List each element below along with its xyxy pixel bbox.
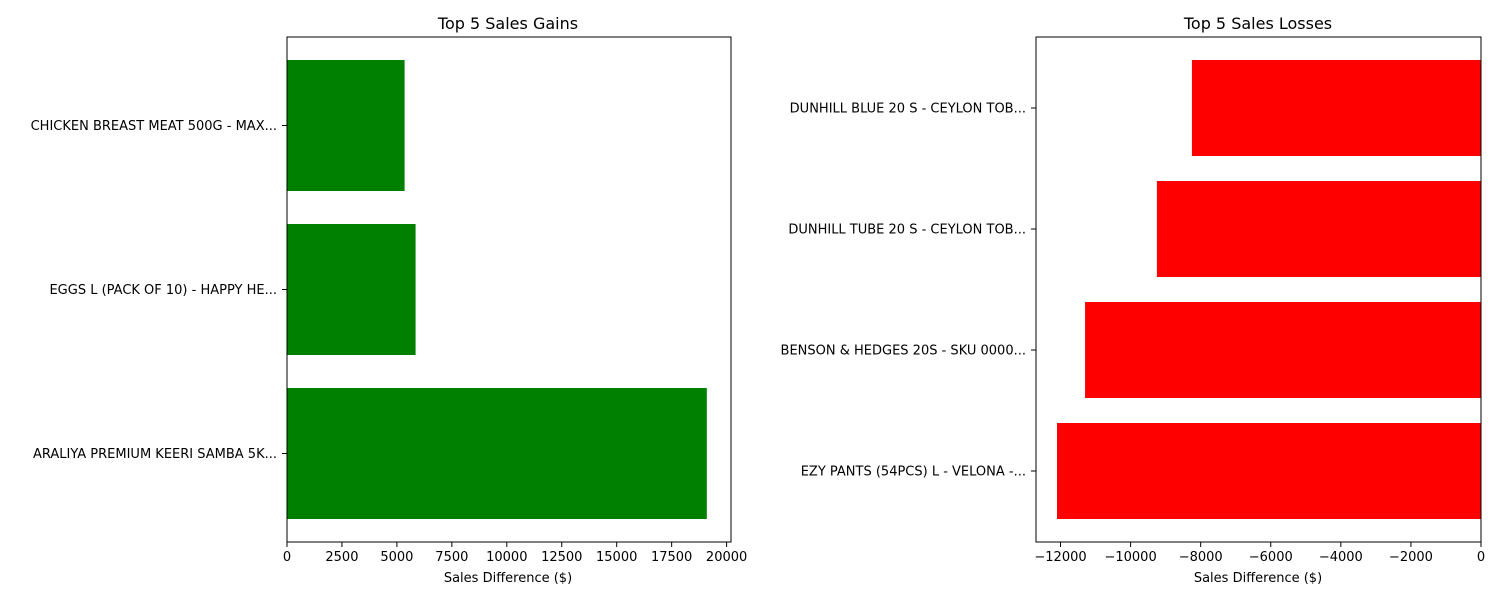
gains-x-axis-label: Sales Difference ($) [444, 571, 572, 586]
losses-x-tick-label: −10000 [1104, 550, 1156, 565]
gains-x-tick-label: 2500 [325, 550, 358, 565]
gains-x-tick-label: 5000 [380, 550, 413, 565]
losses-x-tick-label: −2000 [1389, 550, 1433, 565]
gains-category-label: EGGS L (PACK OF 10) - HAPPY HE... [49, 283, 277, 298]
gains-x-tick-label: 17500 [651, 550, 692, 565]
losses-category-label: DUNHILL TUBE 20 S - CEYLON TOB... [788, 223, 1026, 238]
gains-category-label: ARALIYA PREMIUM KEERI SAMBA 5K... [33, 447, 277, 462]
losses-x-tick-label: −12000 [1034, 550, 1086, 565]
gains-plot-frame [286, 36, 732, 543]
losses-x-tick-label: −6000 [1249, 550, 1293, 565]
gains-x-tick-label: 15000 [596, 550, 637, 565]
losses-chart-title: Top 5 Sales Losses [1183, 14, 1332, 33]
gains-x-tick-label: 7500 [435, 550, 468, 565]
gains-x-tick-label: 10000 [486, 550, 527, 565]
gains-bar [287, 60, 405, 191]
gains-x-tick-label: 12500 [541, 550, 582, 565]
losses-bar [1191, 60, 1481, 156]
losses-x-axis-label: Sales Difference ($) [1194, 571, 1322, 586]
losses-category-label: EZY PANTS (54PCS) L - VELONA -... [801, 465, 1026, 480]
losses-x-tick-label: 0 [1477, 550, 1485, 565]
losses-category-label: BENSON & HEDGES 20S - SKU 0000... [781, 344, 1026, 359]
losses-bar [1085, 302, 1481, 398]
gains-bar [287, 224, 416, 355]
losses-bar [1156, 181, 1481, 277]
losses-bar [1057, 423, 1481, 519]
gains-x-tick-label: 0 [283, 550, 291, 565]
gains-chart-title: Top 5 Sales Gains [437, 14, 578, 33]
losses-category-label: DUNHILL BLUE 20 S - CEYLON TOB... [790, 102, 1026, 117]
gains-bar [287, 388, 707, 519]
losses-chart-panel: Top 5 Sales Losses Sales Difference ($) … [781, 14, 1486, 586]
gains-chart-panel: Top 5 Sales Gains Sales Difference ($) C… [31, 14, 748, 586]
losses-x-tick-label: −8000 [1179, 550, 1223, 565]
gains-x-tick-label: 20000 [706, 550, 747, 565]
gains-category-label: CHICKEN BREAST MEAT 500G - MAX... [31, 119, 277, 134]
losses-x-tick-label: −4000 [1319, 550, 1363, 565]
losses-plot-frame [1035, 36, 1482, 543]
